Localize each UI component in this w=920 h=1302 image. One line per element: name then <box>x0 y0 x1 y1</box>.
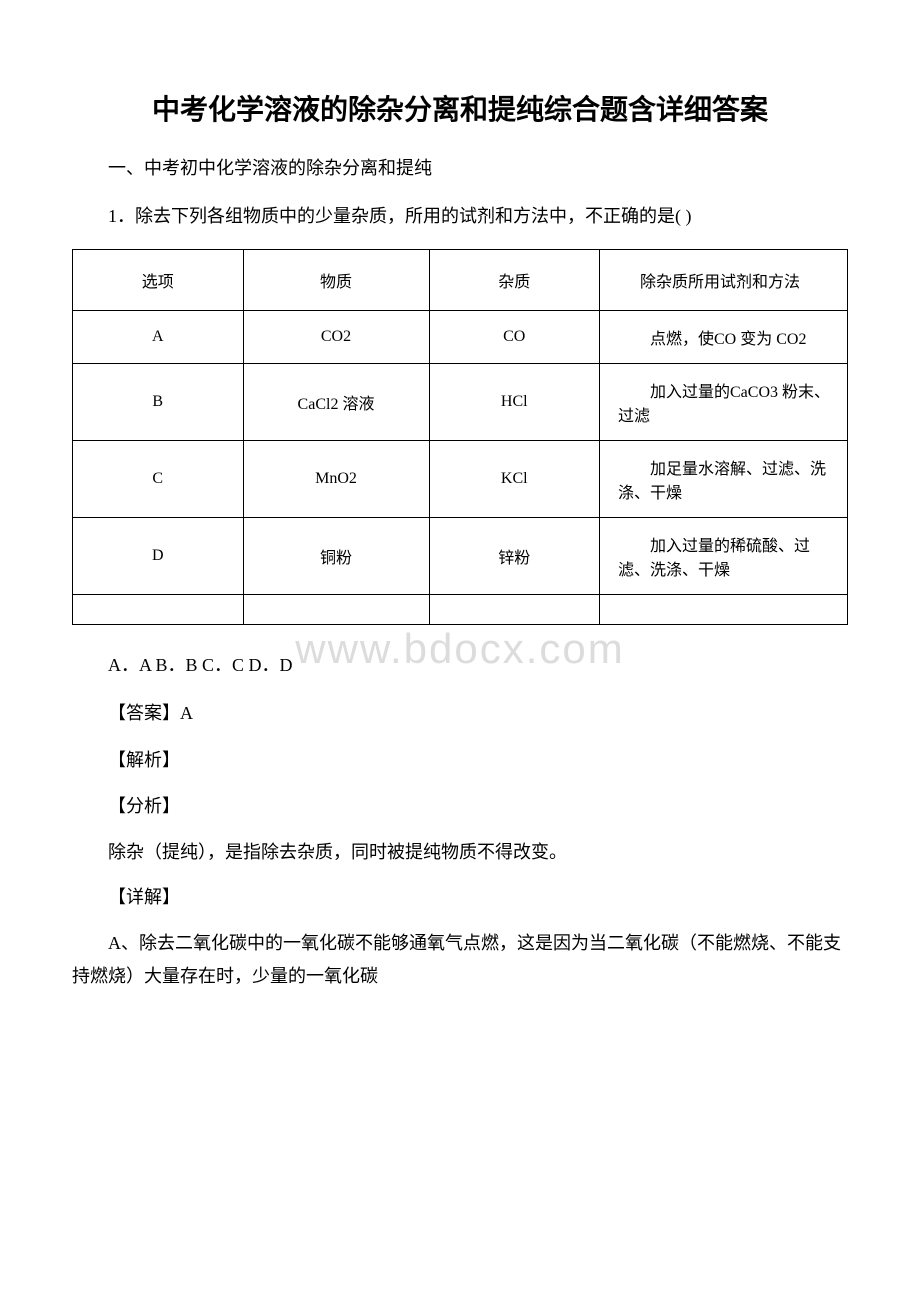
th-method: 除杂质所用试剂和方法 <box>600 249 848 310</box>
question-1-table: 选项 物质 杂质 除杂质所用试剂和方法 A CO2 CO 点燃，使CO 变为 C… <box>72 249 848 625</box>
th-impurity: 杂质 <box>429 249 600 310</box>
empty-cell <box>600 594 848 624</box>
fenxi-text: 除杂（提纯），是指除去杂质，同时被提纯物质不得改变。 <box>72 836 848 868</box>
cell-imp: 锌粉 <box>429 517 600 594</box>
th-substance: 物质 <box>243 249 429 310</box>
cell-opt: B <box>73 363 244 440</box>
section-heading: 一、中考初中化学溶液的除杂分离和提纯 <box>72 152 848 184</box>
xiangjie-label: 【详解】 <box>72 881 848 913</box>
cell-sub: MnO2 <box>243 440 429 517</box>
cell-method: 加足量水溶解、过滤、洗涤、干燥 <box>600 440 848 517</box>
cell-method: 加入过量的CaCO3 粉末、过滤 <box>600 363 848 440</box>
page-title: 中考化学溶液的除杂分离和提纯综合题含详细答案 <box>72 90 848 132</box>
table-empty-row <box>73 594 848 624</box>
cell-sub: 铜粉 <box>243 517 429 594</box>
cell-imp: HCl <box>429 363 600 440</box>
table-row: B CaCl2 溶液 HCl 加入过量的CaCO3 粉末、过滤 <box>73 363 848 440</box>
xiangjie-text: A、除去二氧化碳中的一氧化碳不能够通氧气点燃，这是因为当二氧化碳（不能燃烧、不能… <box>72 927 848 992</box>
question-1-options: A．A B．B C．C D．D <box>72 649 848 681</box>
cell-sub: CaCl2 溶液 <box>243 363 429 440</box>
cell-method: 点燃，使CO 变为 CO2 <box>600 310 848 363</box>
cell-imp: KCl <box>429 440 600 517</box>
table-header-row: 选项 物质 杂质 除杂质所用试剂和方法 <box>73 249 848 310</box>
cell-opt: C <box>73 440 244 517</box>
table-row: C MnO2 KCl 加足量水溶解、过滤、洗涤、干燥 <box>73 440 848 517</box>
jiexi-label: 【解析】 <box>72 744 848 776</box>
cell-opt: A <box>73 310 244 363</box>
answer-label: 【答案】A <box>72 697 848 729</box>
fenxi-label: 【分析】 <box>72 790 848 822</box>
empty-cell <box>73 594 244 624</box>
cell-method: 加入过量的稀硫酸、过滤、洗涤、干燥 <box>600 517 848 594</box>
table-row: A CO2 CO 点燃，使CO 变为 CO2 <box>73 310 848 363</box>
empty-cell <box>243 594 429 624</box>
th-option: 选项 <box>73 249 244 310</box>
cell-imp: CO <box>429 310 600 363</box>
document-content: 中考化学溶液的除杂分离和提纯综合题含详细答案 一、中考初中化学溶液的除杂分离和提… <box>72 90 848 992</box>
table-row: D 铜粉 锌粉 加入过量的稀硫酸、过滤、洗涤、干燥 <box>73 517 848 594</box>
question-1-prompt: 1．除去下列各组物质中的少量杂质，所用的试剂和方法中，不正确的是( ) <box>72 200 848 232</box>
empty-cell <box>429 594 600 624</box>
cell-opt: D <box>73 517 244 594</box>
cell-sub: CO2 <box>243 310 429 363</box>
